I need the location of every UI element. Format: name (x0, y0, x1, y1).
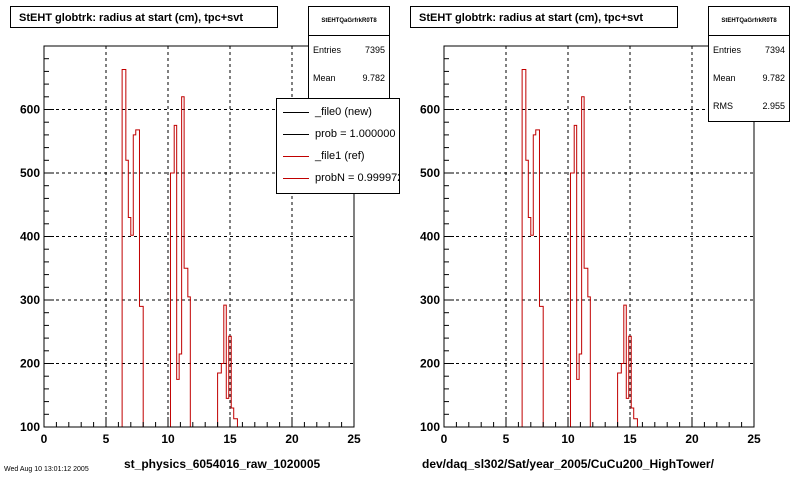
right-x-axis-label: dev/daq_sl302/Sat/year_2005/CuCu200_High… (422, 457, 714, 471)
right-stats-rms: RMS 2.955 (709, 92, 789, 120)
right-x-tick-label: 15 (623, 432, 637, 446)
left-x-tick-label: 25 (347, 432, 361, 446)
legend-swatch-file1 (283, 155, 309, 157)
left-stats-box: StEHTQaGrfrkR0T8 Entries 7395 Mean 9.782 (308, 6, 390, 102)
legend-entry-probn: probN = 0.999972 (277, 167, 399, 189)
left-histogram-panel: 0 5 10 15 20 25 100 200 300 400 500 600 StEHT globt… (10, 6, 400, 471)
right-mean-label: Mean (713, 73, 736, 83)
right-rms-value: 2.955 (762, 101, 785, 111)
left-entries-value: 7395 (364, 45, 385, 55)
legend-label-file0: _file0 (new) (315, 106, 372, 118)
left-mean-label: Mean (313, 73, 336, 83)
right-x-tick-label: 20 (685, 432, 699, 446)
legend-entry-file1: _file1 (ref) (277, 145, 399, 167)
right-histogram-svg: 0 5 10 15 20 25 100 200 300 400 500 600 (420, 45, 761, 446)
right-y-tick-label: 200 (420, 357, 440, 371)
left-x-tick-label: 0 (41, 432, 48, 446)
right-y-tick-label: 400 (420, 230, 440, 244)
legend-entry-file0: _file0 (new) (277, 101, 399, 123)
legend-label-prob: prob = 1.000000 (315, 128, 396, 140)
left-stats-name: StEHTQaGrfrkR0T8 (309, 7, 389, 36)
left-stats-entries: Entries 7395 (309, 36, 389, 64)
legend-entry-prob: prob = 1.000000 (277, 123, 399, 145)
left-y-tick-label: 100 (20, 420, 40, 434)
left-plot-title: StEHT globtrk: radius at start (cm), tpc… (10, 6, 278, 28)
right-stats-entries: Entries 7394 (709, 36, 789, 64)
right-y-tick-label: 600 (420, 103, 440, 117)
right-histogram-line (444, 68, 754, 428)
right-plot-title: StEHT globtrk: radius at start (cm), tpc… (410, 6, 678, 28)
right-entries-label: Entries (713, 45, 742, 55)
right-entries-value: 7394 (764, 45, 785, 55)
timestamp-footnote: Wed Aug 10 13:01:12 2005 (4, 466, 89, 473)
left-x-tick-label: 10 (161, 432, 175, 446)
right-y-tick-label: 500 (420, 166, 440, 180)
left-x-axis-label: st_physics_6054016_raw_1020005 (124, 457, 321, 471)
left-y-tick-label: 200 (20, 357, 40, 371)
left-legend: _file0 (new) prob = 1.000000 _file1 (ref… (276, 98, 400, 194)
left-y-tick-label: 400 (20, 230, 40, 244)
right-stats-name: StEHTQaGrfrkR0T8 (709, 7, 789, 36)
left-mean-value: 9.782 (362, 73, 385, 83)
right-stats-mean: Mean 9.782 (709, 64, 789, 92)
right-y-tick-label: 100 (420, 420, 440, 434)
legend-label-file1: _file1 (ref) (315, 150, 365, 162)
left-y-tick-label: 500 (20, 166, 40, 180)
left-histogram-line (44, 68, 354, 428)
right-x-tick-label: 10 (561, 432, 575, 446)
right-stats-box: StEHTQaGrfrkR0T8 Entries 7394 Mean 9.782… (708, 6, 790, 122)
right-histogram-panel: 0 5 10 15 20 25 100 200 300 400 500 600 StEHT globt… (400, 0, 800, 480)
right-x-tick-label: 5 (503, 432, 510, 446)
right-x-tick-label: 25 (747, 432, 761, 446)
legend-swatch-prob (283, 133, 309, 135)
legend-swatch-probn (283, 177, 309, 179)
left-entries-label: Entries (313, 45, 342, 55)
left-x-tick-label: 15 (223, 432, 237, 446)
left-x-tick-label: 5 (103, 432, 110, 446)
left-stats-mean: Mean 9.782 (309, 64, 389, 92)
left-y-tick-label: 600 (20, 103, 40, 117)
right-y-tick-label: 300 (420, 293, 440, 307)
right-rms-label: RMS (713, 101, 733, 111)
legend-swatch-file0 (283, 111, 309, 113)
left-x-tick-label: 20 (285, 432, 299, 446)
legend-label-probn: probN = 0.999972 (315, 172, 400, 184)
right-mean-value: 9.782 (762, 73, 785, 83)
left-y-tick-label: 300 (20, 293, 40, 307)
right-x-tick-label: 0 (441, 432, 448, 446)
